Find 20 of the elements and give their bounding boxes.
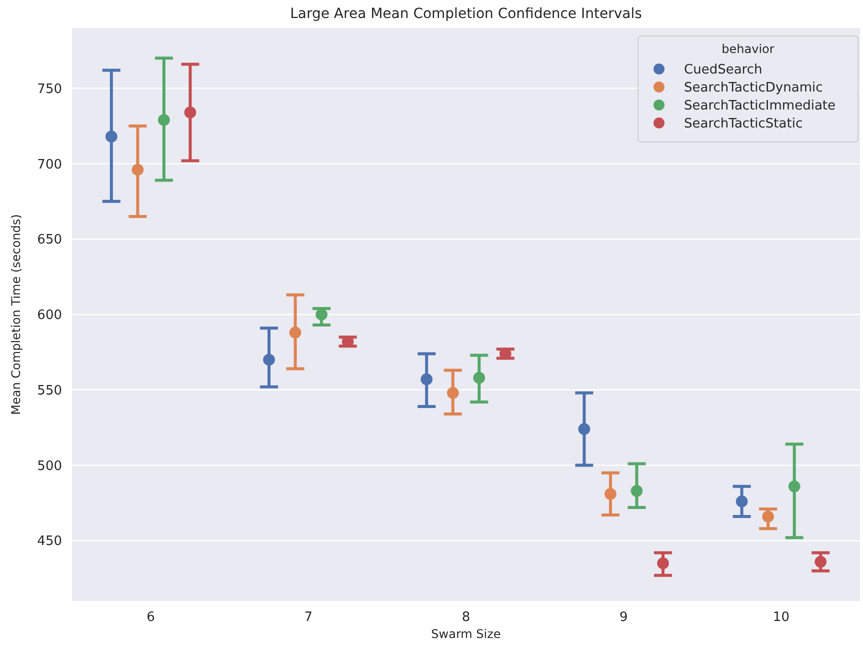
y-tick-label: 700 [37, 157, 62, 172]
chart-title: Large Area Mean Completion Confidence Intervals [290, 6, 642, 22]
legend-label: SearchTacticImmediate [684, 98, 836, 114]
legend-label: CuedSearch [684, 62, 762, 78]
legend-title: behavior [722, 42, 774, 56]
y-tick-label: 500 [37, 458, 62, 474]
x-tick-label: 7 [304, 610, 313, 625]
x-tick-label: 10 [772, 610, 790, 625]
x-tick-label: 6 [146, 610, 155, 625]
x-axis-title: Swarm Size [431, 627, 501, 641]
x-tick-label: 9 [619, 610, 628, 625]
y-axis-title: Mean Completion Time (seconds) [9, 214, 23, 415]
x-tick-label: 8 [462, 610, 470, 625]
y-tick-label: 600 [37, 308, 62, 324]
y-tick-label: 750 [37, 82, 62, 97]
y-tick-label: 550 [37, 383, 62, 398]
legend-label: SearchTacticDynamic [684, 80, 823, 96]
legend-label: SearchTacticStatic [684, 116, 803, 132]
y-tick-label: 450 [37, 534, 62, 550]
y-tick-label: 650 [37, 232, 62, 248]
